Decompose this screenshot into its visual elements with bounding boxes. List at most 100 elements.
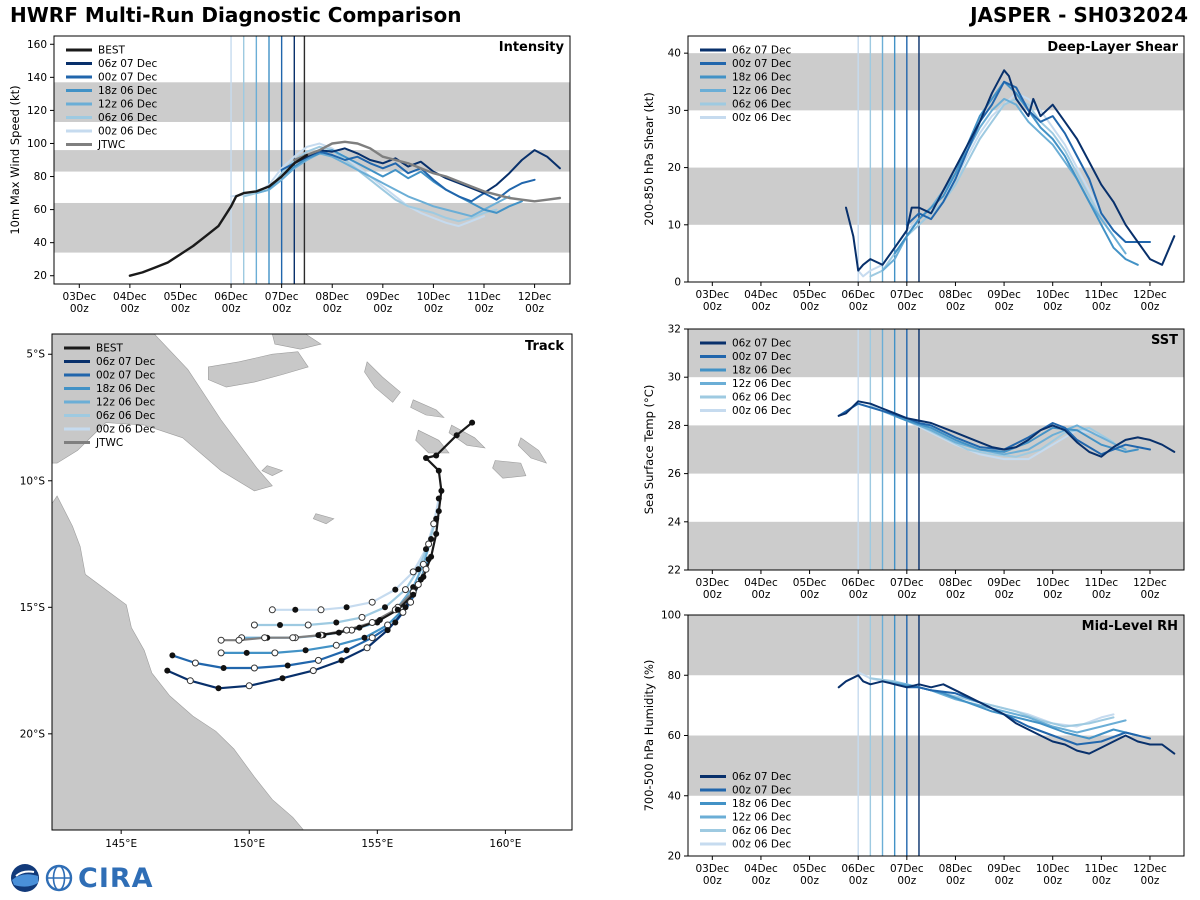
track-point	[243, 649, 250, 656]
series-00z 07 Dec	[905, 686, 1151, 746]
track-point	[215, 685, 222, 692]
x-tick-hour: 00z	[800, 589, 819, 601]
track-point	[361, 634, 368, 641]
track-point	[343, 626, 351, 634]
track-point	[217, 649, 225, 657]
track-point	[358, 613, 366, 621]
x-tick-hour: 00z	[752, 875, 771, 887]
x-tick-date: 03Dec	[695, 863, 729, 875]
x-tick-date: 08Dec	[939, 863, 973, 875]
lat-tick-label: 5°S	[26, 349, 45, 361]
category-band	[688, 53, 1184, 111]
legend-label: JTWC	[97, 139, 125, 151]
panel-title: SST	[1151, 333, 1178, 348]
track-point	[169, 652, 176, 659]
x-tick-hour: 00z	[752, 589, 771, 601]
track-point	[423, 455, 429, 461]
panel-title: Deep-Layer Shear	[1047, 40, 1178, 55]
track-point	[268, 606, 276, 614]
track-point	[382, 604, 388, 611]
x-tick-hour: 00z	[849, 875, 868, 887]
track-00z 07 Dec	[172, 579, 422, 670]
track-point	[392, 619, 399, 626]
track-point	[409, 568, 417, 576]
legend-label: 06z 07 Dec	[96, 356, 155, 368]
series-BEST	[128, 153, 309, 277]
track-point	[304, 621, 312, 629]
track-point	[191, 659, 199, 667]
x-tick-date: 12Dec	[1133, 863, 1167, 875]
series-12z 06 Dec	[881, 409, 1127, 456]
track-point	[292, 606, 299, 613]
plot-frame	[687, 35, 1185, 283]
x-tick-date: 07Dec	[890, 577, 924, 589]
x-tick-hour: 00z	[424, 303, 443, 315]
x-tick-hour: 00z	[373, 303, 392, 315]
legend-label: 00z 07 Dec	[732, 785, 791, 797]
track-point	[435, 467, 442, 474]
x-tick-date: 06Dec	[841, 577, 875, 589]
x-tick-hour: 00z	[897, 301, 916, 313]
track-chart: 145°E 150°E 155°E 160°E 5°S 10°S 15°S 20°S Track…	[20, 333, 573, 850]
track-06z 07 Dec	[166, 591, 415, 690]
x-tick-hour: 00z	[946, 301, 965, 313]
y-tick-label: 160	[27, 39, 47, 51]
track-point	[428, 536, 435, 542]
x-tick-date: 08Dec	[939, 577, 973, 589]
cira-logo: CIRA	[10, 863, 154, 893]
x-tick-date: 04Dec	[744, 289, 778, 301]
y-tick-label: 20	[668, 162, 681, 174]
y-tick-label: 100	[661, 610, 681, 622]
x-tick-hour: 00z	[849, 301, 868, 313]
lat-tick-label: 15°S	[20, 602, 46, 614]
storm-title: JASPER - SH032024	[970, 3, 1188, 27]
series-18z 06 Dec	[268, 149, 523, 214]
x-tick-date: 09Dec	[987, 577, 1021, 589]
series-00z 07 Dec	[280, 150, 536, 203]
track-point	[469, 419, 476, 426]
track-point	[415, 566, 422, 573]
category-band	[54, 202, 570, 253]
track-point	[433, 515, 440, 522]
series-00z 07 Dec	[905, 80, 1151, 243]
track-point	[453, 432, 460, 439]
track-point	[333, 619, 340, 626]
x-tick-date: 07Dec	[890, 863, 924, 875]
landmass-bougainville	[364, 361, 401, 403]
x-tick-hour: 00z	[323, 303, 342, 315]
cira-wordmark: CIRA	[78, 862, 154, 894]
track-point	[309, 667, 317, 675]
track-point	[402, 586, 409, 594]
track-panel: 145°E 150°E 155°E 160°E 5°S 10°S 15°S 20°S Track…	[6, 330, 580, 860]
track-point	[317, 606, 325, 614]
track-point	[384, 621, 392, 629]
legend-label: 12z 06 Dec	[96, 397, 155, 409]
track-point	[338, 657, 345, 664]
x-tick-date: 06Dec	[841, 289, 875, 301]
y-tick-label: 28	[668, 420, 681, 432]
x-tick-date: 03Dec	[695, 577, 729, 589]
x-tick-date: 06Dec	[214, 291, 248, 303]
track-point	[368, 634, 376, 642]
lat-tick-label: 20°S	[20, 728, 46, 740]
x-tick-hour: 00z	[897, 589, 916, 601]
y-tick-label: 80	[668, 670, 681, 682]
x-tick-date: 10Dec	[1036, 289, 1070, 301]
y-tick-label: 30	[668, 105, 681, 117]
legend-label: 12z 06 Dec	[732, 378, 791, 390]
legend-label: 06z 06 Dec	[98, 112, 157, 124]
legend-label: 06z 07 Dec	[732, 338, 791, 350]
legend-label: JTWC	[95, 437, 123, 449]
legend-label: 06z 07 Dec	[98, 58, 157, 70]
legend-label: 06z 06 Dec	[732, 825, 791, 837]
legend-label: 00z 06 Dec	[732, 405, 791, 417]
noaa-seal-icon	[11, 864, 39, 892]
series-06z 06 Dec	[869, 97, 1115, 278]
x-tick-date: 08Dec	[939, 289, 973, 301]
track-06z 06 Dec	[254, 518, 438, 627]
track-point	[399, 608, 407, 616]
x-tick-date: 10Dec	[1036, 577, 1070, 589]
landmass-papua-new-guinea	[52, 334, 273, 492]
y-tick-label: 40	[668, 790, 681, 802]
